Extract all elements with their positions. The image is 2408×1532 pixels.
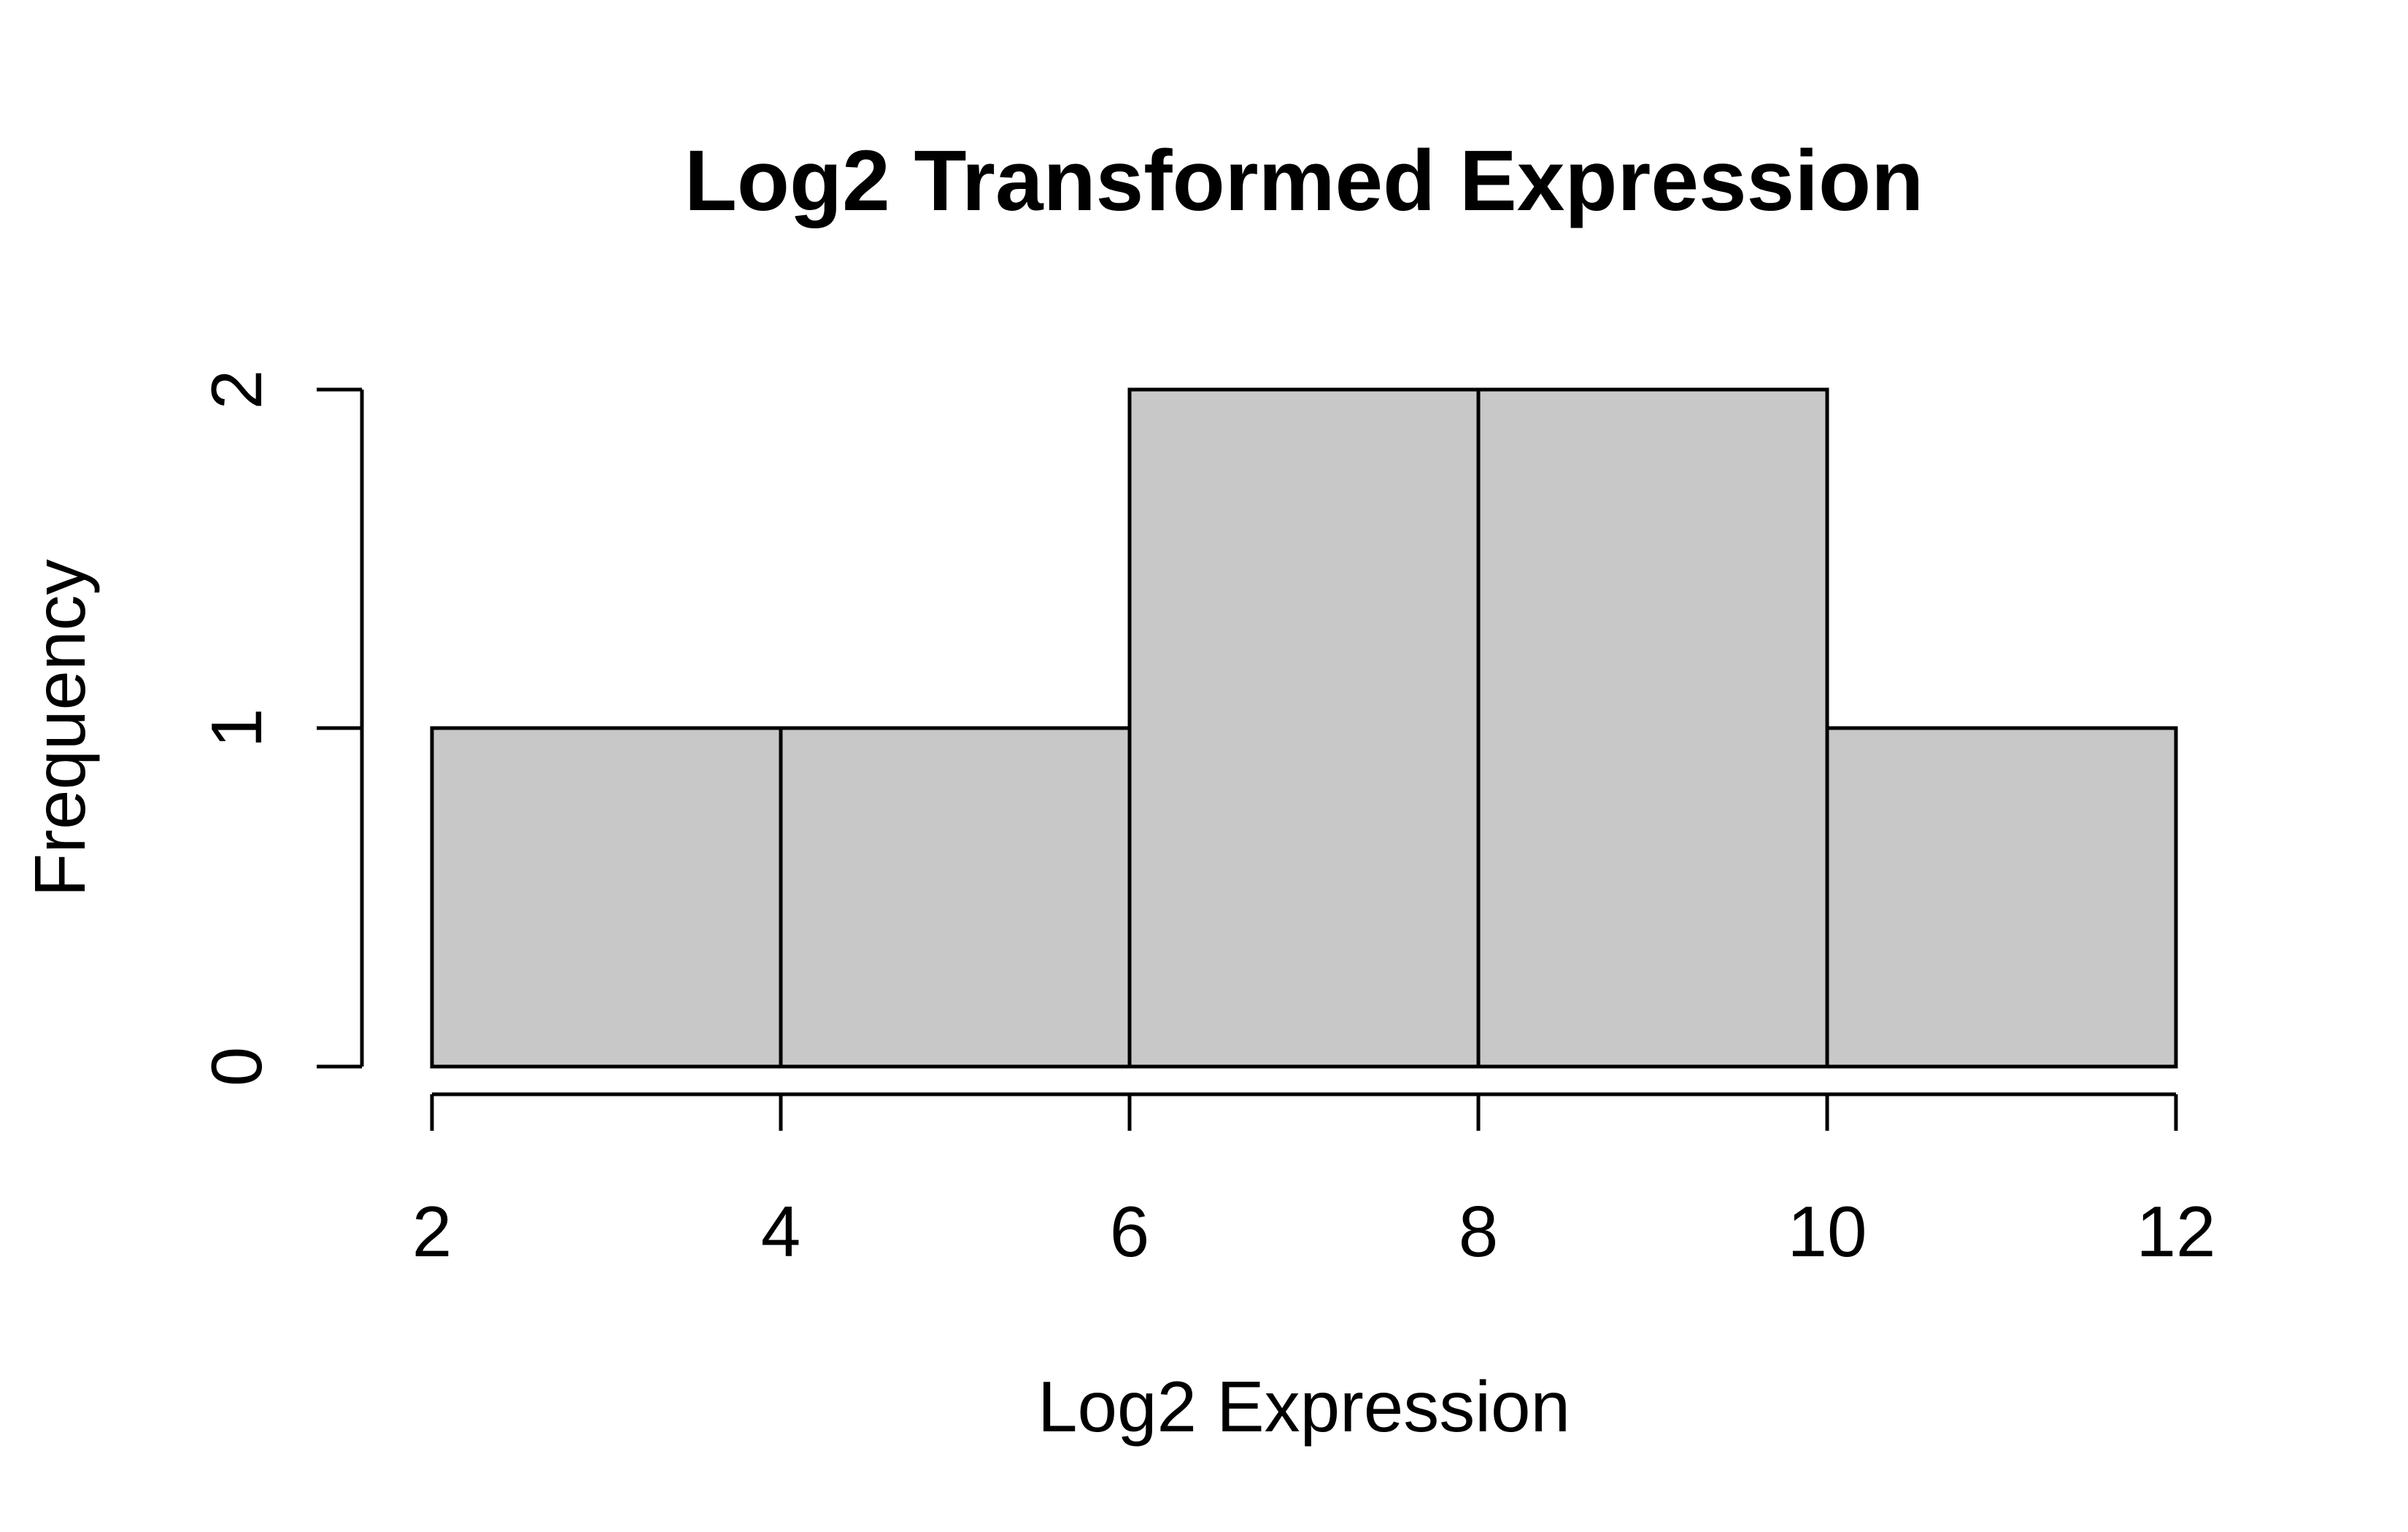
- histogram-bars: [430, 387, 2178, 1069]
- x-tick-label: 12: [2136, 1191, 2215, 1272]
- x-tick-label: 6: [1110, 1191, 1150, 1272]
- x-tick-label: 8: [1459, 1191, 1499, 1272]
- y-axis-label: Frequency: [20, 559, 100, 897]
- chart-title: Log2 Transformed Expression: [684, 133, 1923, 229]
- histogram-bar-1: [430, 726, 783, 1069]
- x-axis-ticks: 2 4 6 8 10 12: [412, 1094, 2216, 1272]
- histogram-bar-3: [1127, 387, 1481, 1069]
- y-tick-label: 2: [196, 370, 277, 410]
- x-tick-label: 4: [761, 1191, 801, 1272]
- histogram-bar-4: [1476, 387, 1829, 1069]
- y-tick-label: 0: [196, 1047, 277, 1087]
- y-tick-label: 1: [196, 708, 277, 748]
- histogram-bar-5: [1825, 726, 2178, 1069]
- x-tick-label: 10: [1787, 1191, 1867, 1272]
- histogram-bar-2: [779, 726, 1132, 1069]
- y-axis-ticks: 0 1 2: [196, 370, 362, 1087]
- x-axis-label: Log2 Expression: [1038, 1366, 1570, 1447]
- x-tick-label: 2: [412, 1191, 452, 1272]
